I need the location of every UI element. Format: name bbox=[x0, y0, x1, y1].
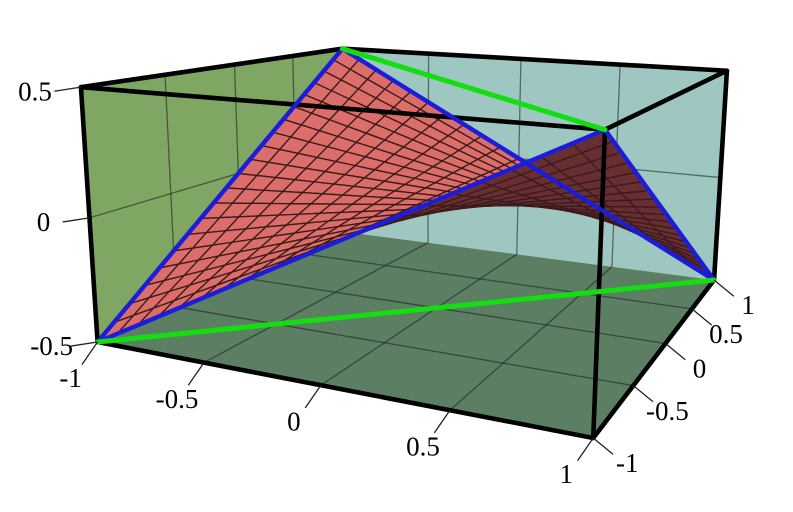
y-axis-tick bbox=[632, 385, 654, 403]
z-axis-tick-label: 0 bbox=[37, 207, 51, 237]
x-axis-tick bbox=[577, 437, 594, 461]
bottom-diagonal bbox=[95, 277, 717, 345]
z-axis-tick bbox=[62, 217, 90, 223]
surface-mesh bbox=[96, 48, 715, 343]
axis-tick-labels: -1-0.500.51 -1-0.500.51-0.500.5 bbox=[18, 76, 755, 489]
y-axis-tick bbox=[691, 308, 713, 326]
x-axis-tick bbox=[304, 384, 322, 409]
floor bbox=[97, 231, 715, 438]
y-axis-tick bbox=[713, 279, 735, 297]
rim-y-pos bbox=[340, 46, 717, 283]
y-axis-tick-label: -1 bbox=[616, 448, 639, 478]
y-axis-tick bbox=[592, 437, 614, 455]
wall-grid-lines bbox=[89, 53, 721, 411]
y-axis-tick-label: 0 bbox=[693, 354, 707, 384]
top-diagonal bbox=[339, 46, 608, 133]
x-axis-tick-label: 0.5 bbox=[406, 431, 440, 461]
rim-y-neg bbox=[95, 127, 608, 345]
y-axis-tick-label: 1 bbox=[741, 290, 755, 320]
y-axis-tick-label: -0.5 bbox=[646, 396, 689, 426]
x-axis-tick-label: -1 bbox=[59, 363, 82, 393]
axis-ticks bbox=[54, 86, 735, 461]
surface-rim-lines bbox=[95, 46, 717, 345]
x-axis-tick bbox=[433, 409, 451, 434]
x-axis-tick bbox=[81, 341, 99, 365]
z-axis-tick-label: -0.5 bbox=[30, 331, 73, 361]
x-axis-tick-label: 1 bbox=[559, 459, 573, 489]
x-axis-tick-label: 0 bbox=[287, 406, 301, 436]
z-axis-tick bbox=[70, 341, 98, 347]
rim-x-pos bbox=[602, 127, 717, 283]
x-axis-tick-label: -0.5 bbox=[156, 384, 199, 414]
x-axis-tick bbox=[187, 362, 205, 386]
y-axis-tick bbox=[665, 342, 686, 361]
z-axis-tick-label: 0.5 bbox=[18, 76, 52, 106]
y-axis-tick-label: 0.5 bbox=[709, 319, 743, 349]
z-axis-tick bbox=[54, 86, 82, 92]
box-edges bbox=[78, 46, 730, 441]
ruling-lines bbox=[95, 46, 717, 345]
rim-x-neg bbox=[95, 46, 345, 345]
